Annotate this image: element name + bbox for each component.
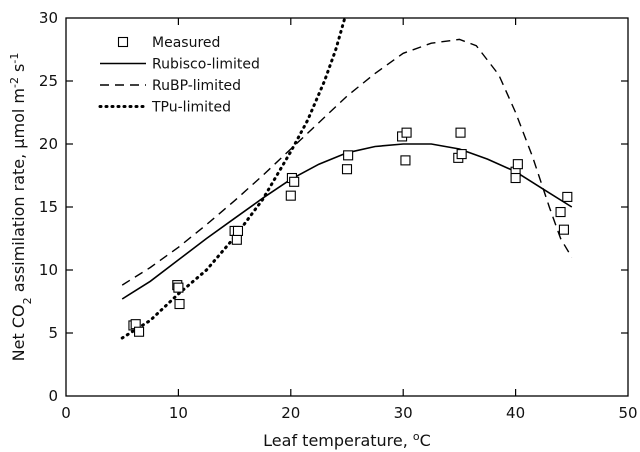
measured-point (341, 164, 353, 175)
legend-label-measured: Measured (152, 35, 220, 51)
measured-point (289, 176, 300, 187)
measured-point (401, 127, 412, 138)
x-tick-label: 30 (394, 404, 413, 422)
measured-point (232, 225, 244, 236)
measured-point (512, 159, 523, 170)
legend-label-rubp-limited: RuBP-limited (152, 78, 241, 94)
x-tick-label: 0 (61, 404, 71, 422)
measured-point (400, 155, 411, 166)
y-tick-label: 10 (39, 261, 58, 279)
legend-swatch-measured (117, 36, 129, 48)
measured-point (455, 127, 466, 138)
axis-ticks: 0 10 20 30 40 50 0 5 10 15 20 25 30 (39, 9, 638, 422)
x-tick-label: 40 (506, 404, 525, 422)
measured-point (343, 150, 354, 161)
measured-point (173, 282, 184, 293)
x-tick-label: 20 (281, 404, 300, 422)
legend-label-tpu-limited: TPu-limited (151, 100, 231, 116)
x-axis-title: Leaf temperature, oC (263, 430, 431, 451)
measured-point (285, 190, 296, 201)
rubp-limited-line (121, 38, 573, 286)
legend: Measured Rubisco-limited RuBP-limited TPu-l… (98, 35, 260, 116)
plot-frame (65, 17, 629, 397)
measured-point (456, 149, 467, 160)
measured-point (231, 234, 242, 245)
measured-point (562, 191, 573, 202)
y-tick-label: 25 (39, 72, 58, 90)
measured-point (510, 172, 521, 184)
measured-point (174, 298, 185, 310)
y-tick-label: 30 (39, 9, 58, 27)
y-tick-label: 15 (39, 198, 58, 216)
y-tick-label: 20 (39, 135, 58, 153)
measured-point (558, 224, 569, 235)
measured-markers (128, 127, 573, 337)
y-tick-label: 0 (48, 387, 58, 405)
measured-point (134, 326, 145, 337)
legend-label-rubisco-limited: Rubisco-limited (152, 57, 260, 73)
x-tick-label: 50 (618, 404, 637, 422)
measured-point (555, 206, 566, 218)
y-tick-label: 5 (48, 324, 58, 342)
tpu-limited-line (120, 18, 347, 340)
y-axis-title: Net CO2 assimilation rate, μmol m-2 s-1 (8, 53, 34, 362)
x-tick-label: 10 (169, 404, 188, 422)
